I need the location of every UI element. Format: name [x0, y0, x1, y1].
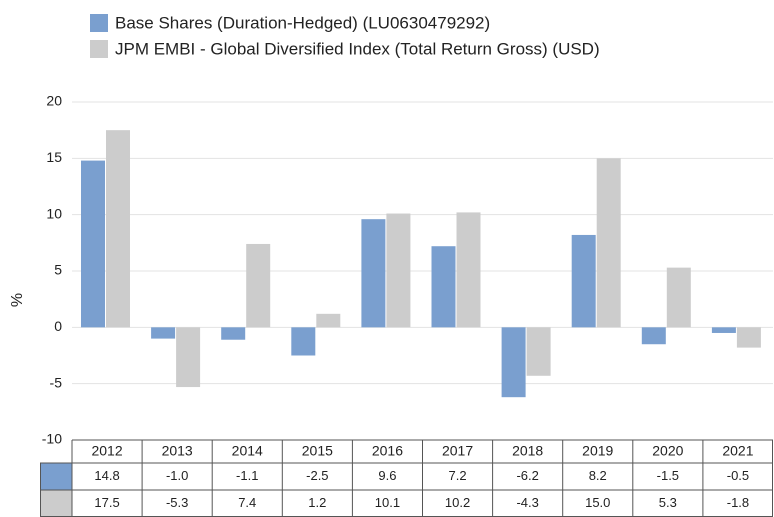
table-value: 5.3	[659, 495, 677, 510]
x-tick-label: 2014	[232, 443, 263, 459]
table-value: 10.2	[445, 495, 470, 510]
bar	[361, 219, 386, 328]
legend-swatch	[90, 14, 108, 32]
x-tick-label: 2018	[512, 443, 543, 459]
bar	[431, 246, 456, 328]
bar	[291, 327, 316, 356]
bar	[596, 158, 621, 328]
table-value: 9.6	[378, 468, 396, 483]
bar	[736, 327, 761, 348]
table-value: 14.8	[94, 468, 119, 483]
x-tick-label: 2019	[582, 443, 613, 459]
y-tick-label: 0	[54, 318, 62, 334]
bar	[456, 212, 481, 328]
table-value: -0.5	[727, 468, 749, 483]
table-value: 17.5	[94, 495, 119, 510]
table-value: -1.8	[727, 495, 749, 510]
bar	[711, 327, 736, 333]
table-value: -1.1	[236, 468, 258, 483]
bar	[316, 313, 341, 328]
x-tick-label: 2016	[372, 443, 403, 459]
bar	[151, 327, 176, 339]
table-row-swatch	[40, 463, 72, 490]
x-tick-label: 2012	[91, 443, 122, 459]
y-tick-label: 10	[46, 205, 62, 221]
bar	[386, 213, 411, 328]
x-tick-label: 2020	[652, 443, 683, 459]
bar	[81, 160, 105, 328]
bar	[641, 327, 666, 345]
table-value: 7.2	[449, 468, 467, 483]
table-value: -1.0	[166, 468, 188, 483]
table-value: -5.3	[166, 495, 188, 510]
legend-label: Base Shares (Duration-Hedged) (LU0630479…	[115, 13, 490, 32]
y-tick-label: 5	[54, 262, 62, 278]
x-tick-label: 2021	[722, 443, 753, 459]
table-value: 10.1	[375, 495, 400, 510]
x-tick-label: 2017	[442, 443, 473, 459]
bar	[246, 243, 271, 328]
y-tick-label: 20	[46, 93, 62, 109]
table-value: 1.2	[308, 495, 326, 510]
legend-label: JPM EMBI - Global Diversified Index (Tot…	[115, 39, 600, 58]
y-tick-label: 15	[46, 149, 62, 165]
bar	[571, 234, 596, 328]
y-tick-label: -5	[50, 374, 63, 390]
bar	[526, 327, 551, 376]
bar	[666, 267, 691, 328]
bar	[176, 327, 201, 388]
table-value: -2.5	[306, 468, 328, 483]
table-value: 7.4	[238, 495, 256, 510]
y-tick-label: -10	[42, 431, 62, 447]
bar	[221, 327, 246, 340]
legend-swatch	[90, 40, 108, 58]
bar	[501, 327, 526, 398]
bar	[106, 130, 130, 328]
table-row-swatch	[40, 490, 72, 517]
table-value: 15.0	[585, 495, 610, 510]
x-tick-label: 2015	[302, 443, 333, 459]
table-value: -6.2	[516, 468, 538, 483]
table-value: -1.5	[657, 468, 679, 483]
y-axis-label: %	[9, 293, 26, 307]
table-value: 8.2	[589, 468, 607, 483]
x-tick-label: 2013	[162, 443, 193, 459]
table-value: -4.3	[516, 495, 538, 510]
